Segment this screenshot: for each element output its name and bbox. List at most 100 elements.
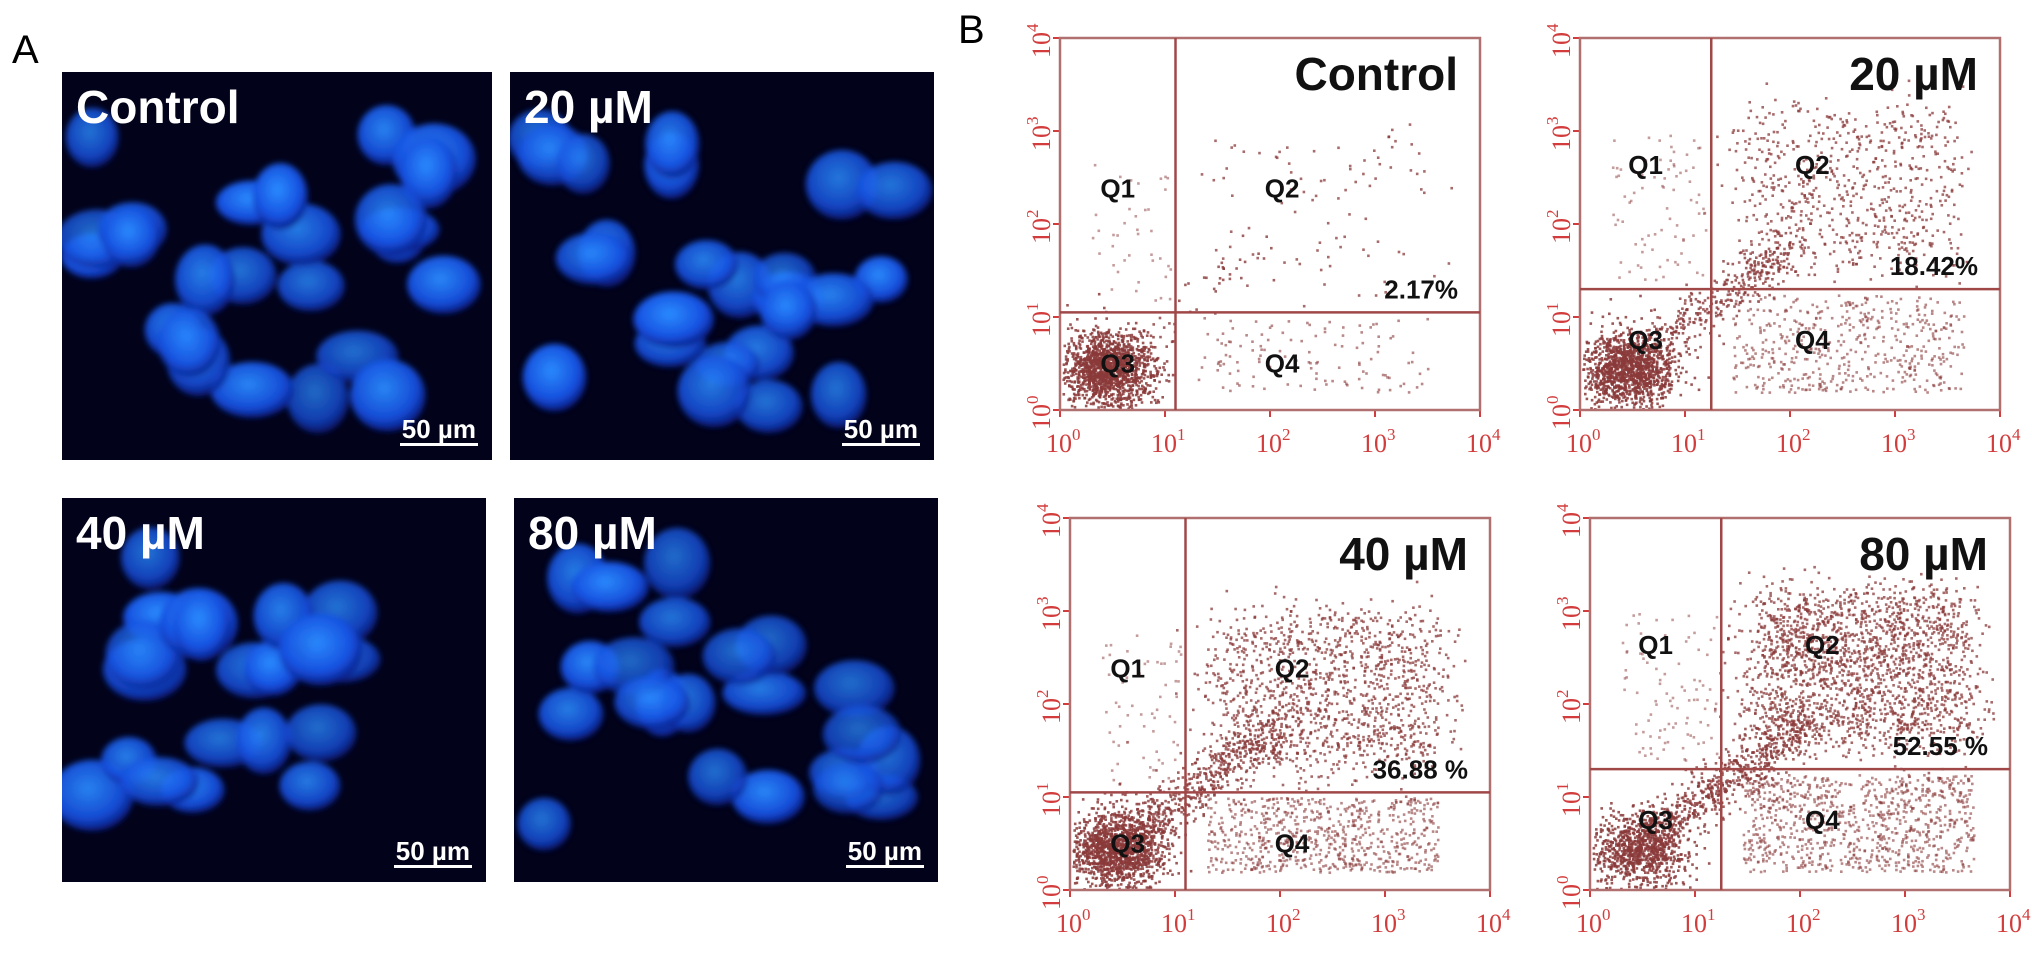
x-tick-label: 104 bbox=[1476, 905, 1511, 938]
x-tick-label: 101 bbox=[1681, 905, 1716, 938]
nuclei-image bbox=[517, 527, 921, 851]
micrograph-label: 80 µM bbox=[528, 507, 657, 559]
y-tick-label: 103 bbox=[1543, 117, 1576, 152]
x-tick-label: 102 bbox=[1776, 425, 1811, 458]
quadrant-label-q1: Q1 bbox=[1628, 150, 1663, 180]
q2-percentage: 2.17% bbox=[1384, 274, 1458, 304]
nucleus bbox=[614, 675, 691, 730]
scale-bar: 50 µm bbox=[399, 414, 478, 446]
y-tick-label: 101 bbox=[1023, 303, 1056, 338]
nucleus bbox=[277, 260, 345, 312]
quadrant-label-q2: Q2 bbox=[1275, 653, 1310, 683]
quadrant-label-q1: Q1 bbox=[1638, 630, 1673, 660]
quadrant-label-q2: Q2 bbox=[1805, 630, 1840, 660]
x-tick-label: 101 bbox=[1161, 905, 1196, 938]
micrograph-label: Control bbox=[76, 81, 240, 133]
quadrant-label-q3: Q3 bbox=[1100, 348, 1135, 378]
nuclei-image bbox=[62, 105, 481, 434]
quadrant-label-q4: Q4 bbox=[1265, 348, 1300, 378]
nucleus bbox=[639, 597, 711, 648]
nucleus bbox=[813, 762, 885, 814]
nucleus bbox=[814, 660, 895, 717]
nucleus bbox=[157, 308, 221, 377]
nucleus bbox=[538, 687, 604, 741]
nucleus bbox=[400, 137, 458, 209]
y-tick-label: 100 bbox=[1543, 396, 1576, 431]
plot-frame bbox=[1578, 36, 2002, 412]
nucleus bbox=[810, 362, 867, 429]
nucleus bbox=[674, 240, 739, 290]
micrograph-40um: 40 µM 50 µm bbox=[62, 498, 486, 882]
nucleus bbox=[286, 364, 349, 434]
event-dots bbox=[1062, 123, 1453, 411]
nucleus bbox=[236, 707, 292, 775]
quadrant-label-q1: Q1 bbox=[1100, 173, 1135, 203]
nucleus bbox=[822, 705, 902, 764]
nucleus bbox=[354, 184, 428, 256]
x-tick-label: 103 bbox=[1371, 905, 1406, 938]
nuclei-image bbox=[62, 527, 381, 832]
nucleus bbox=[677, 355, 752, 428]
y-tick-label: 101 bbox=[1543, 303, 1576, 338]
nucleus bbox=[65, 107, 119, 168]
y-tick-label: 102 bbox=[1553, 690, 1586, 725]
panel-a-letter: A bbox=[12, 28, 39, 72]
scale-bar: 50 µm bbox=[841, 414, 920, 446]
nucleus bbox=[735, 380, 803, 434]
nuclei-image bbox=[510, 109, 933, 434]
nucleus bbox=[175, 244, 236, 316]
panel-b-letter: B bbox=[958, 8, 985, 52]
nucleus bbox=[279, 761, 341, 811]
condition-label: 80 µM bbox=[1859, 528, 1988, 580]
y-tick-label: 100 bbox=[1033, 876, 1066, 911]
nucleus bbox=[102, 207, 160, 268]
nucleus bbox=[252, 163, 308, 230]
plot-frame bbox=[1068, 516, 1492, 892]
nucleus bbox=[570, 561, 649, 613]
quadrant-label-q4: Q4 bbox=[1805, 805, 1840, 835]
y-tick-label: 100 bbox=[1553, 876, 1586, 911]
micrograph-control: Control 50 µm bbox=[62, 72, 492, 460]
x-tick-label: 103 bbox=[1361, 425, 1396, 458]
y-tick-label: 103 bbox=[1023, 117, 1056, 152]
x-tick-label: 101 bbox=[1671, 425, 1706, 458]
scale-bar: 50 µm bbox=[393, 836, 472, 868]
x-tick-label: 102 bbox=[1256, 425, 1291, 458]
y-tick-label: 102 bbox=[1543, 210, 1576, 245]
micrograph-label: 20 µM bbox=[524, 81, 653, 133]
micrograph-20um: 20 µM 50 µm bbox=[510, 72, 934, 460]
nucleus bbox=[522, 343, 587, 412]
x-tick-label: 104 bbox=[1466, 425, 1501, 458]
quadrant-label-q3: Q3 bbox=[1628, 325, 1663, 355]
quadrant-label-q4: Q4 bbox=[1795, 325, 1830, 355]
plot-frame bbox=[1058, 36, 1482, 412]
y-tick-label: 101 bbox=[1553, 783, 1586, 818]
y-tick-label: 100 bbox=[1023, 396, 1056, 431]
condition-label: 20 µM bbox=[1849, 48, 1978, 100]
y-tick-label: 101 bbox=[1033, 783, 1066, 818]
nucleus bbox=[759, 281, 817, 340]
nucleus bbox=[856, 161, 933, 220]
y-tick-label: 102 bbox=[1023, 210, 1056, 245]
nucleus bbox=[121, 527, 180, 590]
x-tick-label: 104 bbox=[1986, 425, 2021, 458]
nucleus bbox=[119, 757, 199, 807]
x-tick-label: 103 bbox=[1891, 905, 1926, 938]
x-tick-label: 102 bbox=[1266, 905, 1301, 938]
x-tick-label: 103 bbox=[1881, 425, 1916, 458]
nucleus bbox=[556, 134, 610, 194]
quadrant-label-q4: Q4 bbox=[1275, 828, 1310, 858]
nucleus bbox=[285, 704, 357, 762]
event-dots bbox=[1592, 565, 1996, 891]
nucleus bbox=[702, 628, 777, 685]
x-tick-label: 102 bbox=[1786, 905, 1821, 938]
quadrant-label-q3: Q3 bbox=[1110, 828, 1145, 858]
event-dots bbox=[1582, 79, 1973, 411]
condition-label: Control bbox=[1294, 48, 1458, 100]
q2-percentage: 36.88 % bbox=[1373, 754, 1468, 784]
micrograph-label: 40 µM bbox=[76, 507, 205, 559]
x-tick-label: 101 bbox=[1151, 425, 1186, 458]
